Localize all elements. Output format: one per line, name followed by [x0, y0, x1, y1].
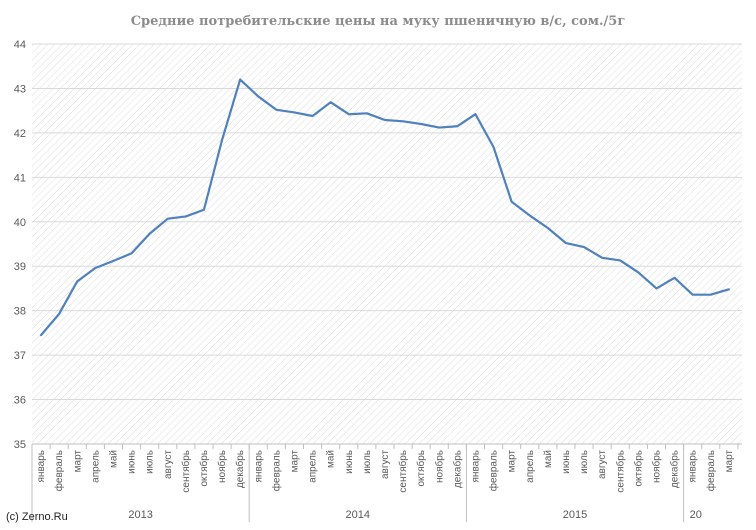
series-line — [39, 78, 730, 337]
x-tick-label: декабрь — [234, 450, 246, 488]
x-axis — [31, 443, 742, 449]
y-tick-label: 35 — [14, 439, 26, 451]
x-tick-label: февраль — [488, 450, 500, 491]
plot-area — [32, 44, 742, 444]
x-tick-label: январь — [253, 450, 264, 482]
y-tick-label: 40 — [14, 217, 26, 229]
x-tick-label: апрель — [525, 450, 536, 483]
x-tick-label: январь — [688, 450, 699, 482]
x-tick-label: март — [289, 450, 300, 473]
y-tick-label: 41 — [14, 172, 26, 184]
year-label: 2013 — [128, 509, 152, 521]
y-axis: 35 36 37 38 39 40 41 42 43 44 — [14, 39, 26, 451]
x-tick-label: ноябрь — [433, 450, 445, 483]
x-tick-label: март — [724, 450, 735, 473]
x-tick-label: июль — [362, 450, 373, 474]
year-label: 20 — [690, 509, 702, 521]
year-label: 2015 — [563, 509, 587, 521]
series — [39, 78, 730, 337]
y-tick-label: 36 — [14, 395, 26, 407]
x-tick-label: апрель — [90, 450, 101, 483]
credit-text: (c) Zerno.Ru — [6, 511, 68, 523]
x-tick-label: август — [380, 450, 391, 479]
y-tick-label: 38 — [14, 306, 26, 318]
x-tick-label: декабрь — [669, 450, 681, 488]
y-tick-label: 44 — [14, 39, 26, 51]
x-tick-label: сентябрь — [397, 450, 409, 493]
x-tick-label: январь — [36, 450, 47, 482]
x-tick-label: май — [543, 450, 554, 468]
y-tick-label: 43 — [14, 83, 26, 95]
y-tick-label: 37 — [14, 350, 26, 362]
x-tick-label: август — [163, 450, 174, 479]
x-tick-label: октябрь — [632, 450, 644, 487]
x-tick-label: май — [108, 450, 119, 468]
x-tick-label: май — [326, 450, 337, 468]
x-tick-label: август — [597, 450, 608, 479]
x-tick-label: ноябрь — [650, 450, 662, 483]
x-tick-label: июнь — [344, 450, 355, 474]
x-tick-label: февраль — [705, 450, 717, 491]
x-tick-label: октябрь — [198, 450, 210, 487]
x-tick-label: март — [507, 450, 518, 473]
x-tick-label: октябрь — [415, 450, 427, 487]
x-tick-label: февраль — [53, 450, 65, 491]
x-tick-label: сентябрь — [180, 450, 192, 493]
x-tick-label: июль — [145, 450, 156, 474]
y-tick-label: 42 — [14, 128, 26, 140]
x-tick-label: январь — [470, 450, 481, 482]
year-labels: 2013 2014 2015 20 — [31, 444, 702, 522]
x-tick-label: июнь — [561, 450, 572, 474]
gridlines — [32, 43, 742, 445]
x-tick-label: апрель — [308, 450, 319, 483]
x-tick-label: декабрь — [451, 450, 463, 488]
x-tick-label: июль — [579, 450, 590, 474]
chart-title: Средние потребительские цены на муку пше… — [131, 14, 626, 29]
year-label: 2014 — [346, 509, 370, 521]
x-tick-label: сентябрь — [614, 450, 626, 493]
x-tick-label: июнь — [127, 450, 138, 474]
x-tick-label: ноябрь — [216, 450, 228, 483]
x-tick-label: февраль — [270, 450, 282, 491]
y-tick-label: 39 — [14, 261, 26, 273]
x-tick-label: март — [72, 450, 83, 473]
x-tick-labels: январь февраль март апрель май июнь июль август… — [36, 450, 735, 493]
